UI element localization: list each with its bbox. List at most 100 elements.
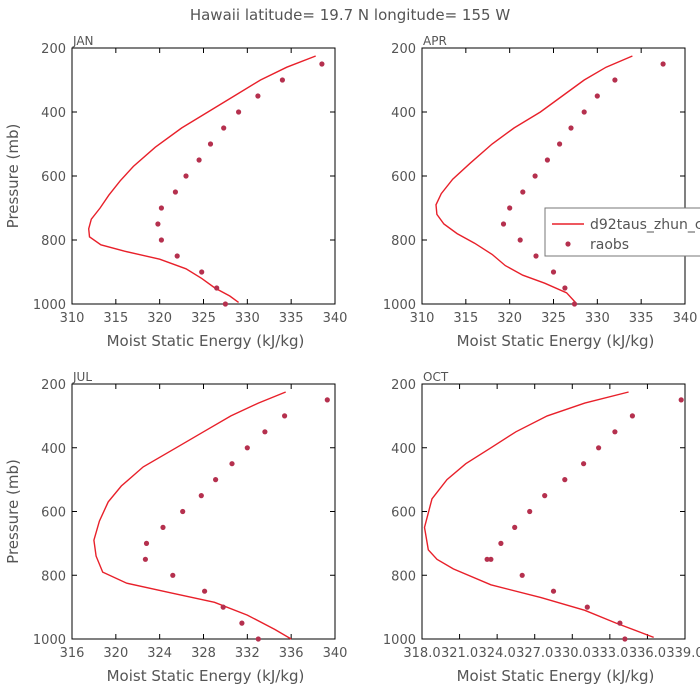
data-point-raobs [520,189,526,195]
y-axis-label: Pressure (mb) [4,459,22,564]
x-tick-label: 315 [453,311,478,326]
y-axis-label: Pressure (mb) [4,124,22,229]
figure-title: Hawaii latitude= 19.7 N longitude= 155 W [190,6,510,24]
y-tick-label: 800 [391,234,416,249]
legend-obs-label: raobs [590,237,629,253]
data-point-raobs [183,173,189,179]
x-tick-label: 339.0 [666,646,700,661]
y-tick-label: 400 [41,442,66,457]
legend-marker-sample [565,241,571,247]
x-axis-label: Moist Static Energy (kJ/kg) [457,332,655,350]
panel-jan: JAN 310 315 320 325 330 335 340 200 400 600 800 1000… [4,34,347,350]
y-tick-label: 400 [391,106,416,121]
data-point-raobs [660,61,666,67]
series-line-model [87,55,316,303]
data-point-raobs [622,636,628,642]
legend-model-label: d92taus_zhun_c [590,217,700,233]
data-point-raobs [533,253,539,259]
x-tick-label: 340 [323,646,348,661]
data-point-raobs [550,269,557,275]
data-point-raobs [617,620,623,626]
y-tick-label: 1000 [33,633,66,648]
panel-apr: APR 310 315 320 325 330 335 340 200 400 600 800 1000… [383,34,698,350]
y-tick-label: 200 [391,42,416,57]
data-point-raobs [527,508,533,515]
data-point-raobs [207,141,214,147]
y-tick-label: 200 [391,378,416,393]
x-tick-label: 325 [191,311,216,326]
x-tick-label: 321.0 [441,646,478,661]
data-point-raobs [581,109,587,115]
x-tick-label: 335 [279,311,304,326]
plot-frame [71,47,336,305]
data-point-raobs [519,572,525,578]
legend: d92taus_zhun_c raobs [544,207,700,257]
data-point-raobs [199,269,205,275]
data-point-raobs [196,157,202,163]
data-point-raobs [221,125,227,131]
panel-title: JAN [72,34,94,48]
y-tick-label: 800 [391,569,416,584]
data-point-raobs [213,477,219,483]
data-point-raobs [542,493,548,499]
x-tick-label: 310 [410,311,435,326]
data-point-raobs [222,301,228,307]
data-point-raobs [155,221,161,227]
data-point-raobs [229,461,235,467]
data-point-raobs [282,413,288,419]
data-point-raobs [500,221,507,227]
x-tick-label: 316 [60,646,85,661]
data-point-raobs [158,205,164,211]
data-point-raobs [279,77,285,83]
data-point-raobs [170,572,176,578]
data-point-raobs [517,237,523,243]
data-point-raobs [571,301,578,307]
data-point-raobs [562,285,568,291]
data-point-raobs [214,285,220,291]
y-tick-label: 600 [391,506,416,521]
x-tick-label: 330 [235,311,260,326]
y-tick-label: 200 [41,378,66,393]
x-tick-label: 333.0 [591,646,628,661]
x-tick-label: 332 [235,646,260,661]
data-point-raobs [596,445,602,451]
data-point-raobs [143,540,150,547]
x-tick-label: 315 [103,311,128,326]
x-tick-label: 336 [279,646,304,661]
y-tick-label: 800 [41,234,66,249]
panel-title: APR [423,34,447,48]
data-point-raobs [202,588,208,594]
x-tick-label: 320 [497,311,522,326]
x-axis-label: Moist Static Energy (kJ/kg) [457,667,655,685]
y-tick-label: 600 [391,170,416,185]
data-point-raobs [324,397,330,403]
data-point-raobs [142,556,148,562]
data-point-raobs [174,253,180,259]
data-point-raobs [512,524,518,531]
data-point-raobs [581,461,587,467]
data-point-raobs [532,173,538,179]
data-point-raobs [262,429,268,435]
panel-jul: JUL 316 320 324 328 332 336 340 200 400 600 800 1000… [4,370,347,685]
y-tick-label: 600 [41,506,66,521]
x-tick-label: 324 [147,646,172,661]
series-line-model [423,391,654,639]
series-line-model [93,391,292,640]
y-tick-label: 1000 [383,633,416,648]
data-point-raobs [488,556,494,562]
y-tick-label: 200 [41,42,66,57]
x-tick-label: 336.0 [629,646,666,661]
y-tick-label: 800 [41,569,66,584]
data-point-raobs [255,636,261,642]
data-point-raobs [507,205,513,211]
data-point-raobs [319,61,325,67]
y-tick-label: 400 [391,442,416,457]
data-point-raobs [584,604,590,610]
legend-box [544,207,700,257]
panel-title: OCT [423,370,449,384]
data-point-raobs [180,508,186,515]
data-point-raobs [629,413,636,419]
data-point-raobs [678,397,684,403]
data-point-raobs [544,157,551,163]
